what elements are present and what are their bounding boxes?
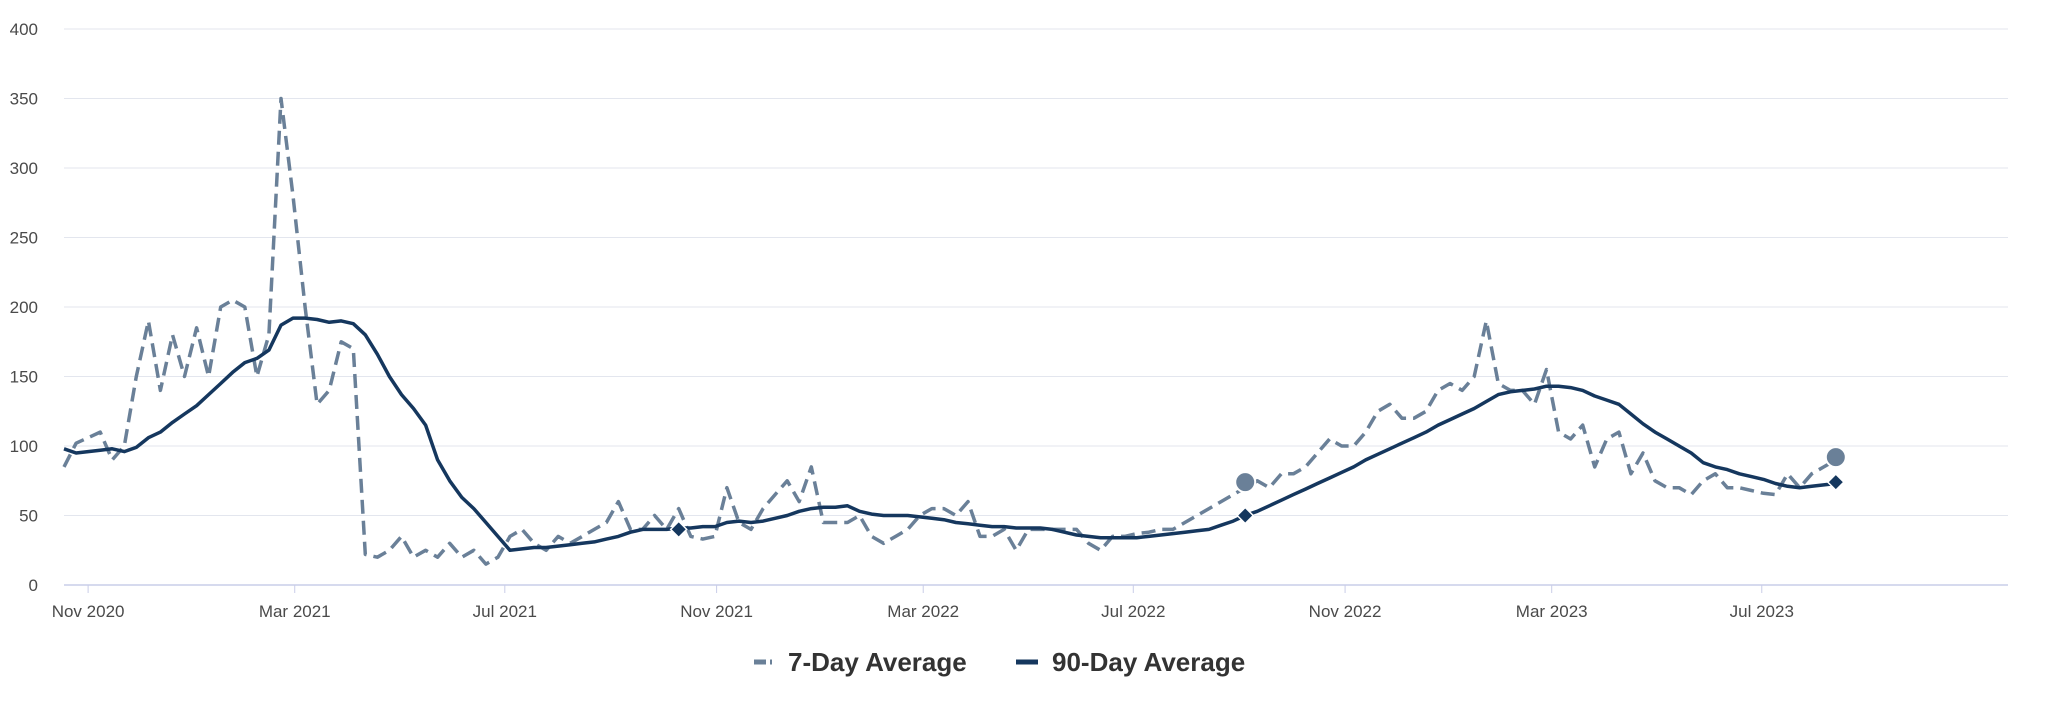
x-tick-label: Mar 2022 — [887, 602, 959, 621]
legend-label: 90-Day Average — [1052, 647, 1245, 677]
x-tick-label: Mar 2021 — [259, 602, 331, 621]
y-tick-label: 50 — [19, 507, 38, 526]
marker-diamond — [669, 520, 688, 539]
legend-item-90-day[interactable]: 90-Day Average — [1016, 647, 1245, 677]
marker-circle — [1234, 471, 1257, 494]
legend-item-7-day[interactable]: 7-Day Average — [754, 647, 967, 677]
x-tick-label: Jul 2022 — [1101, 602, 1165, 621]
x-tick-label: Nov 2021 — [680, 602, 753, 621]
legend-label: 7-Day Average — [788, 647, 967, 677]
x-tick-label: Mar 2023 — [1516, 602, 1588, 621]
series-group — [62, 96, 1837, 566]
y-tick-label: 100 — [10, 437, 38, 456]
marker-diamond — [1236, 506, 1255, 525]
y-tick-label: 150 — [10, 368, 38, 387]
x-tick-label: Jul 2021 — [473, 602, 537, 621]
series-line-90-day-average — [63, 316, 1837, 553]
grid — [64, 28, 2008, 586]
x-axis: Nov 2020 Mar 2021 Jul 2021 Nov 2021 Mar 2022… — [52, 585, 1794, 621]
marker-group — [669, 446, 1847, 539]
marker-circle — [1824, 446, 1847, 469]
legend[interactable]: 7-Day Average 90-Day Average — [754, 647, 1245, 677]
y-tick-label: 300 — [10, 159, 38, 178]
y-tick-label: 250 — [10, 229, 38, 248]
y-tick-label: 350 — [10, 90, 38, 109]
y-tick-label: 400 — [10, 20, 38, 39]
series-line-7-day-average — [62, 96, 1837, 566]
y-tick-label: 200 — [10, 298, 38, 317]
marker-diamond — [1826, 473, 1845, 492]
x-tick-label: Jul 2023 — [1730, 602, 1794, 621]
y-tick-label: 0 — [29, 576, 38, 595]
x-tick-label: Nov 2020 — [52, 602, 125, 621]
x-tick-label: Nov 2022 — [1309, 602, 1382, 621]
y-axis: 0 50 100 150 200 250 300 350 400 — [10, 20, 38, 595]
